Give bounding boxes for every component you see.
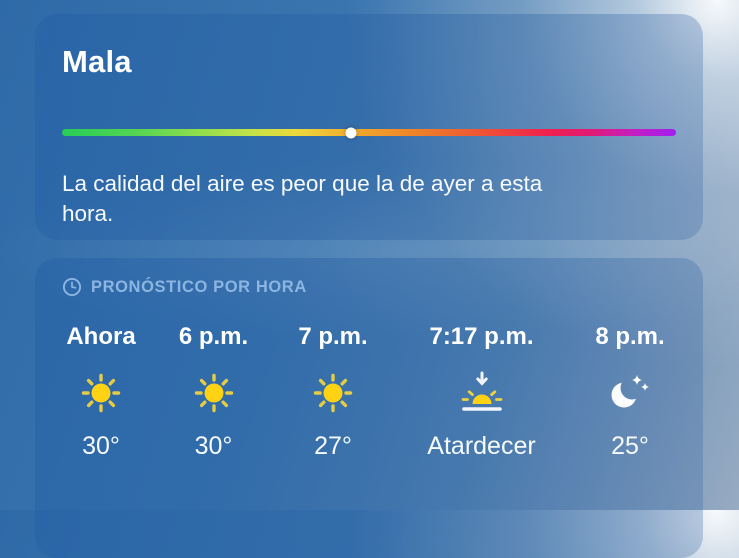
hourly-times-row: Ahora 6 p.m. 7 p.m. 7:17 p.m. 8 p.m. [62, 323, 676, 351]
hour-label: Ahora [66, 323, 136, 350]
temperature-value: 30° [194, 432, 233, 460]
sunset-icon [457, 369, 507, 417]
air-quality-gradient-bar [62, 129, 676, 136]
air-quality-indicator-dot [345, 127, 357, 138]
air-quality-title: Mala [62, 44, 132, 79]
temperature-value: 25° [611, 432, 649, 460]
hour-label: 7:17 p.m. [429, 323, 534, 350]
moon-stars-icon [606, 369, 654, 417]
hour-label: 6 p.m. [178, 323, 249, 350]
sun-icon [190, 369, 238, 417]
hourly-forecast-header: PRONÓSTICO POR HORA [62, 277, 676, 297]
temperature-value: 27° [314, 432, 352, 460]
air-quality-scale [62, 127, 676, 138]
hourly-values-row: 30° 30° 27° Atardecer 25° [62, 432, 676, 461]
hourly-icons-row [62, 369, 676, 417]
hourly-forecast-title: PRONÓSTICO POR HORA [91, 277, 307, 296]
hour-label: 7 p.m. [298, 323, 368, 350]
temperature-value: 30° [82, 432, 120, 460]
air-quality-description: La calidad del aire es peor que la de ay… [62, 171, 543, 226]
hourly-forecast-card[interactable]: PRONÓSTICO POR HORA Ahora 6 p.m. 7 p.m. … [35, 258, 703, 558]
sun-icon [309, 369, 357, 417]
air-quality-card[interactable]: Mala La calidad del aire es peor que la … [35, 14, 703, 240]
sunset-label: Atardecer [427, 432, 536, 460]
hour-label: 8 p.m. [595, 323, 665, 350]
clock-icon [62, 277, 82, 297]
sun-icon [77, 369, 125, 417]
